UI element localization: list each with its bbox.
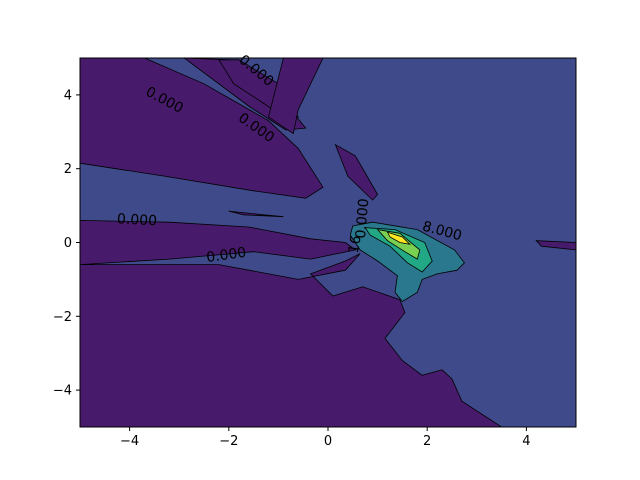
y-tick-label: 4 [64, 88, 72, 103]
y-tick-label: −4 [53, 384, 72, 399]
y-tick-label: 2 [64, 162, 72, 177]
x-axis: −4 −2 0 2 4 [120, 427, 531, 449]
contour-region-low-main [80, 219, 503, 427]
y-tick-label: 0 [64, 236, 72, 251]
x-tick-label: 2 [423, 434, 431, 449]
contour-region-low-right [535, 240, 576, 251]
contour-region-low-ray-3 [268, 58, 324, 135]
contour-region-level-3 [364, 227, 433, 273]
x-tick-label: 0 [324, 434, 332, 449]
contour-label-8: 16 [346, 234, 365, 254]
contour-label-4: 0.000 [117, 211, 158, 229]
contour-region-low-left-upper [80, 58, 324, 199]
contour-region-level-4 [376, 229, 421, 260]
x-tick-label: 4 [522, 434, 530, 449]
contour-region-low-mid-wedge [228, 210, 284, 218]
contour-label-5: 0.000 [205, 245, 247, 266]
x-tick-label: −4 [120, 434, 139, 449]
contour-region-low-upper-spike [334, 143, 379, 201]
contour-region-peak [386, 231, 412, 245]
x-tick-label: −2 [219, 434, 238, 449]
y-tick-label: −2 [53, 310, 72, 325]
plot-area [80, 58, 576, 427]
y-axis: −4 −2 0 2 4 [53, 88, 80, 399]
contour-label-7: 0.000 [353, 198, 372, 239]
